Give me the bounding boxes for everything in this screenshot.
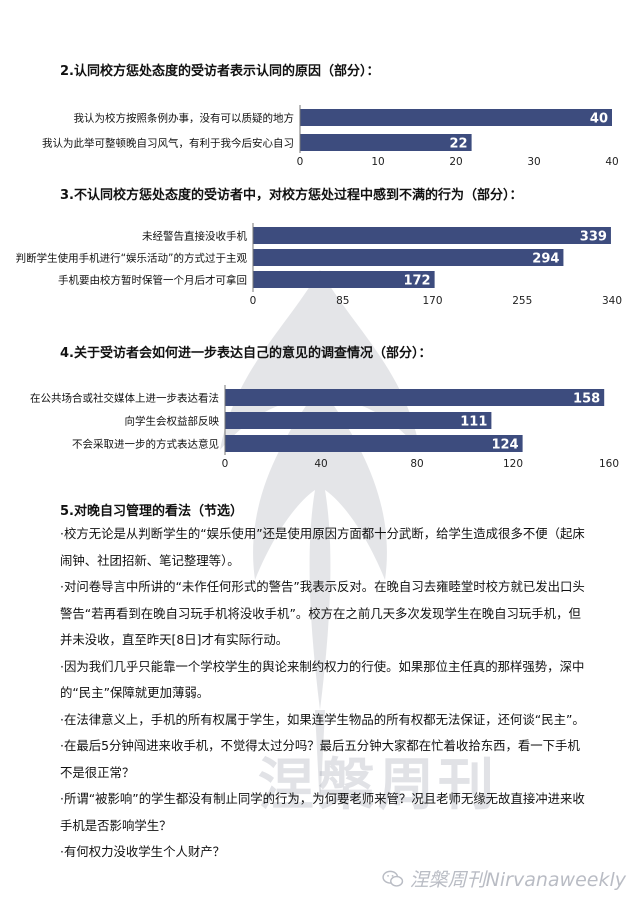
data-label: 22 [450,137,468,152]
footer-brand-text: 涅槃周刊Nirvanaweekly [409,869,626,891]
note-item: ·所谓“被影响”的学生都没有制止同学的行为，为何要老师来管？况且老师无缘无故直接… [60,791,585,833]
section-4-title: 4.关于受访者会如何进一步表达自己的意见的调查情况（部分）： [60,346,432,361]
category-label: 不会采取进一步的方式表达意见 [72,438,219,451]
watermark-text: 涅槃周刊 [258,752,498,818]
tick-label: 80 [410,458,423,470]
section-3-title: 3.不认同校方惩处态度的受访者中，对校方惩处过程中感到不满的行为（部分）： [60,188,523,203]
data-label: 40 [590,112,608,127]
bar [253,249,564,266]
notes-title: 5.对晚自习管理的看法（节选） [60,504,243,519]
tick-label: 340 [602,295,622,307]
note-item: ·对问卷导言中所讲的“未作任何形式的警告”我表示反对。在晚自习去雍睦堂时校方就已… [60,579,585,647]
bar [253,271,435,288]
bar [300,109,612,126]
bar [225,412,492,429]
tick-label: 0 [297,156,304,168]
wechat-icon [382,870,403,887]
category-label: 判断学生使用手机进行“娱乐活动”的方式过于主观 [16,252,248,265]
notes-list: ·校方无论是从判断学生的“娱乐使用”还是使用原因方面都十分武断，给学生造成很多不… [60,521,590,866]
note-item: ·在法律意义上，手机的所有权属于学生，如果连学生物品的所有权都无法保证，还何谈“… [60,711,585,727]
tick-label: 0 [250,295,257,307]
chart-2-bar-chart: 我认为校方按照条例办事，没有可以质疑的地方 40 我认为此举可整顿晚自习风气，有利于… [42,105,619,168]
tick-label: 40 [605,156,618,168]
data-label: 294 [532,252,559,267]
category-label: 我认为校方按照条例办事，没有可以质疑的地方 [74,112,295,125]
footer-brand: 涅槃周刊Nirvanaweekly [382,865,626,892]
category-label: 我认为此举可整顿晚自习风气，有利于我今后安心自习 [42,137,294,150]
data-label: 124 [491,438,518,453]
category-label: 在公共场合或社交媒体上进一步表达看法 [30,392,219,405]
bar [225,435,523,452]
note-item: ·有何权力没收学生个人财产？ [60,844,226,859]
note-item: ·因为我们几乎只能靠一个学校学生的舆论来制约权力的行使。如果那位主任真的那样强势… [60,658,585,701]
tick-label: 20 [449,156,462,168]
chart-4-bar-chart: 在公共场合或社交媒体上进一步表达看法 158 向学生会权益部反映 111 不会采取进一步… [30,385,619,470]
section-2-title: 2.认同校方惩处态度的受访者表示认同的原因（部分）： [60,64,380,79]
tick-label: 10 [371,156,384,168]
tick-label: 85 [336,295,349,307]
tick-label: 255 [512,295,532,307]
data-label: 172 [403,274,430,289]
tick-label: 0 [222,458,229,470]
note-item: ·在最后5分钟闯进来收手机，不觉得太过分吗？最后五分钟大家都在忙着收拾东西，看一… [60,738,580,780]
tick-label: 120 [503,458,523,470]
bar [225,389,605,406]
chart-3-bar-chart: 未经警告直接没收手机 339 判断学生使用手机进行“娱乐活动”的方式过于主观 294 手… [16,223,622,307]
category-label: 未经警告直接没收手机 [142,230,247,243]
data-label: 158 [573,392,600,407]
tick-label: 30 [527,156,540,168]
note-item: ·校方无论是从判断学生的“娱乐使用”还是使用原因方面都十分武断，给学生造成很多不… [60,526,585,568]
category-label: 手机要由校方暂时保管一个月后才可拿回 [58,274,247,287]
bar [300,134,472,151]
data-label: 111 [460,415,487,430]
data-label: 339 [580,230,607,245]
tick-label: 160 [599,458,619,470]
category-label: 向学生会权益部反映 [125,415,220,428]
tick-label: 170 [422,295,442,307]
tick-label: 40 [314,458,327,470]
bar [253,227,611,244]
